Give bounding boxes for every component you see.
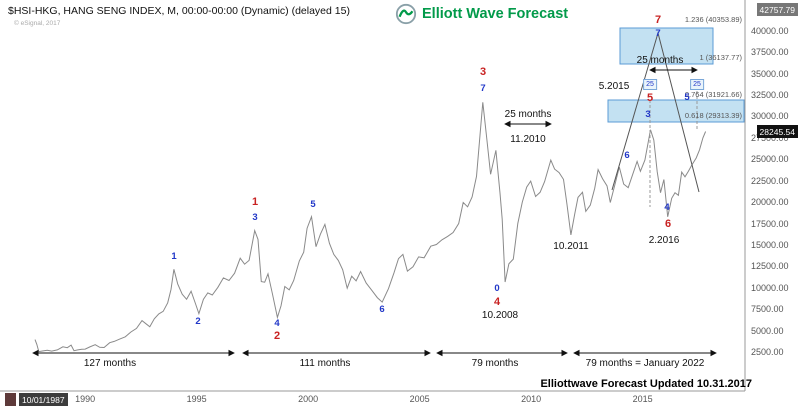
elliott-wave-logo-icon	[395, 3, 417, 25]
last-price-tag: 28245.54	[756, 125, 798, 138]
target-box-upper	[619, 27, 714, 65]
elliott-wave-forecast-logo: Elliott Wave Forecast	[395, 3, 568, 25]
axis-high-price-tag: 42757.79	[756, 3, 798, 16]
start-date-tag: 10/01/1987	[19, 393, 68, 406]
price-line	[34, 102, 707, 353]
esignal-watermark: © eSignal, 2017	[14, 20, 61, 27]
update-note: Elliottwave Forecast Updated 10.31.2017	[540, 378, 752, 390]
logo-text: Elliott Wave Forecast	[422, 6, 569, 22]
axis-origin-box	[5, 393, 16, 406]
chart-title: $HSI-HKG, HANG SENG INDEX, M, 00:00-00:0…	[8, 5, 350, 17]
projection-path	[611, 31, 700, 193]
target-box-lower	[607, 99, 745, 123]
